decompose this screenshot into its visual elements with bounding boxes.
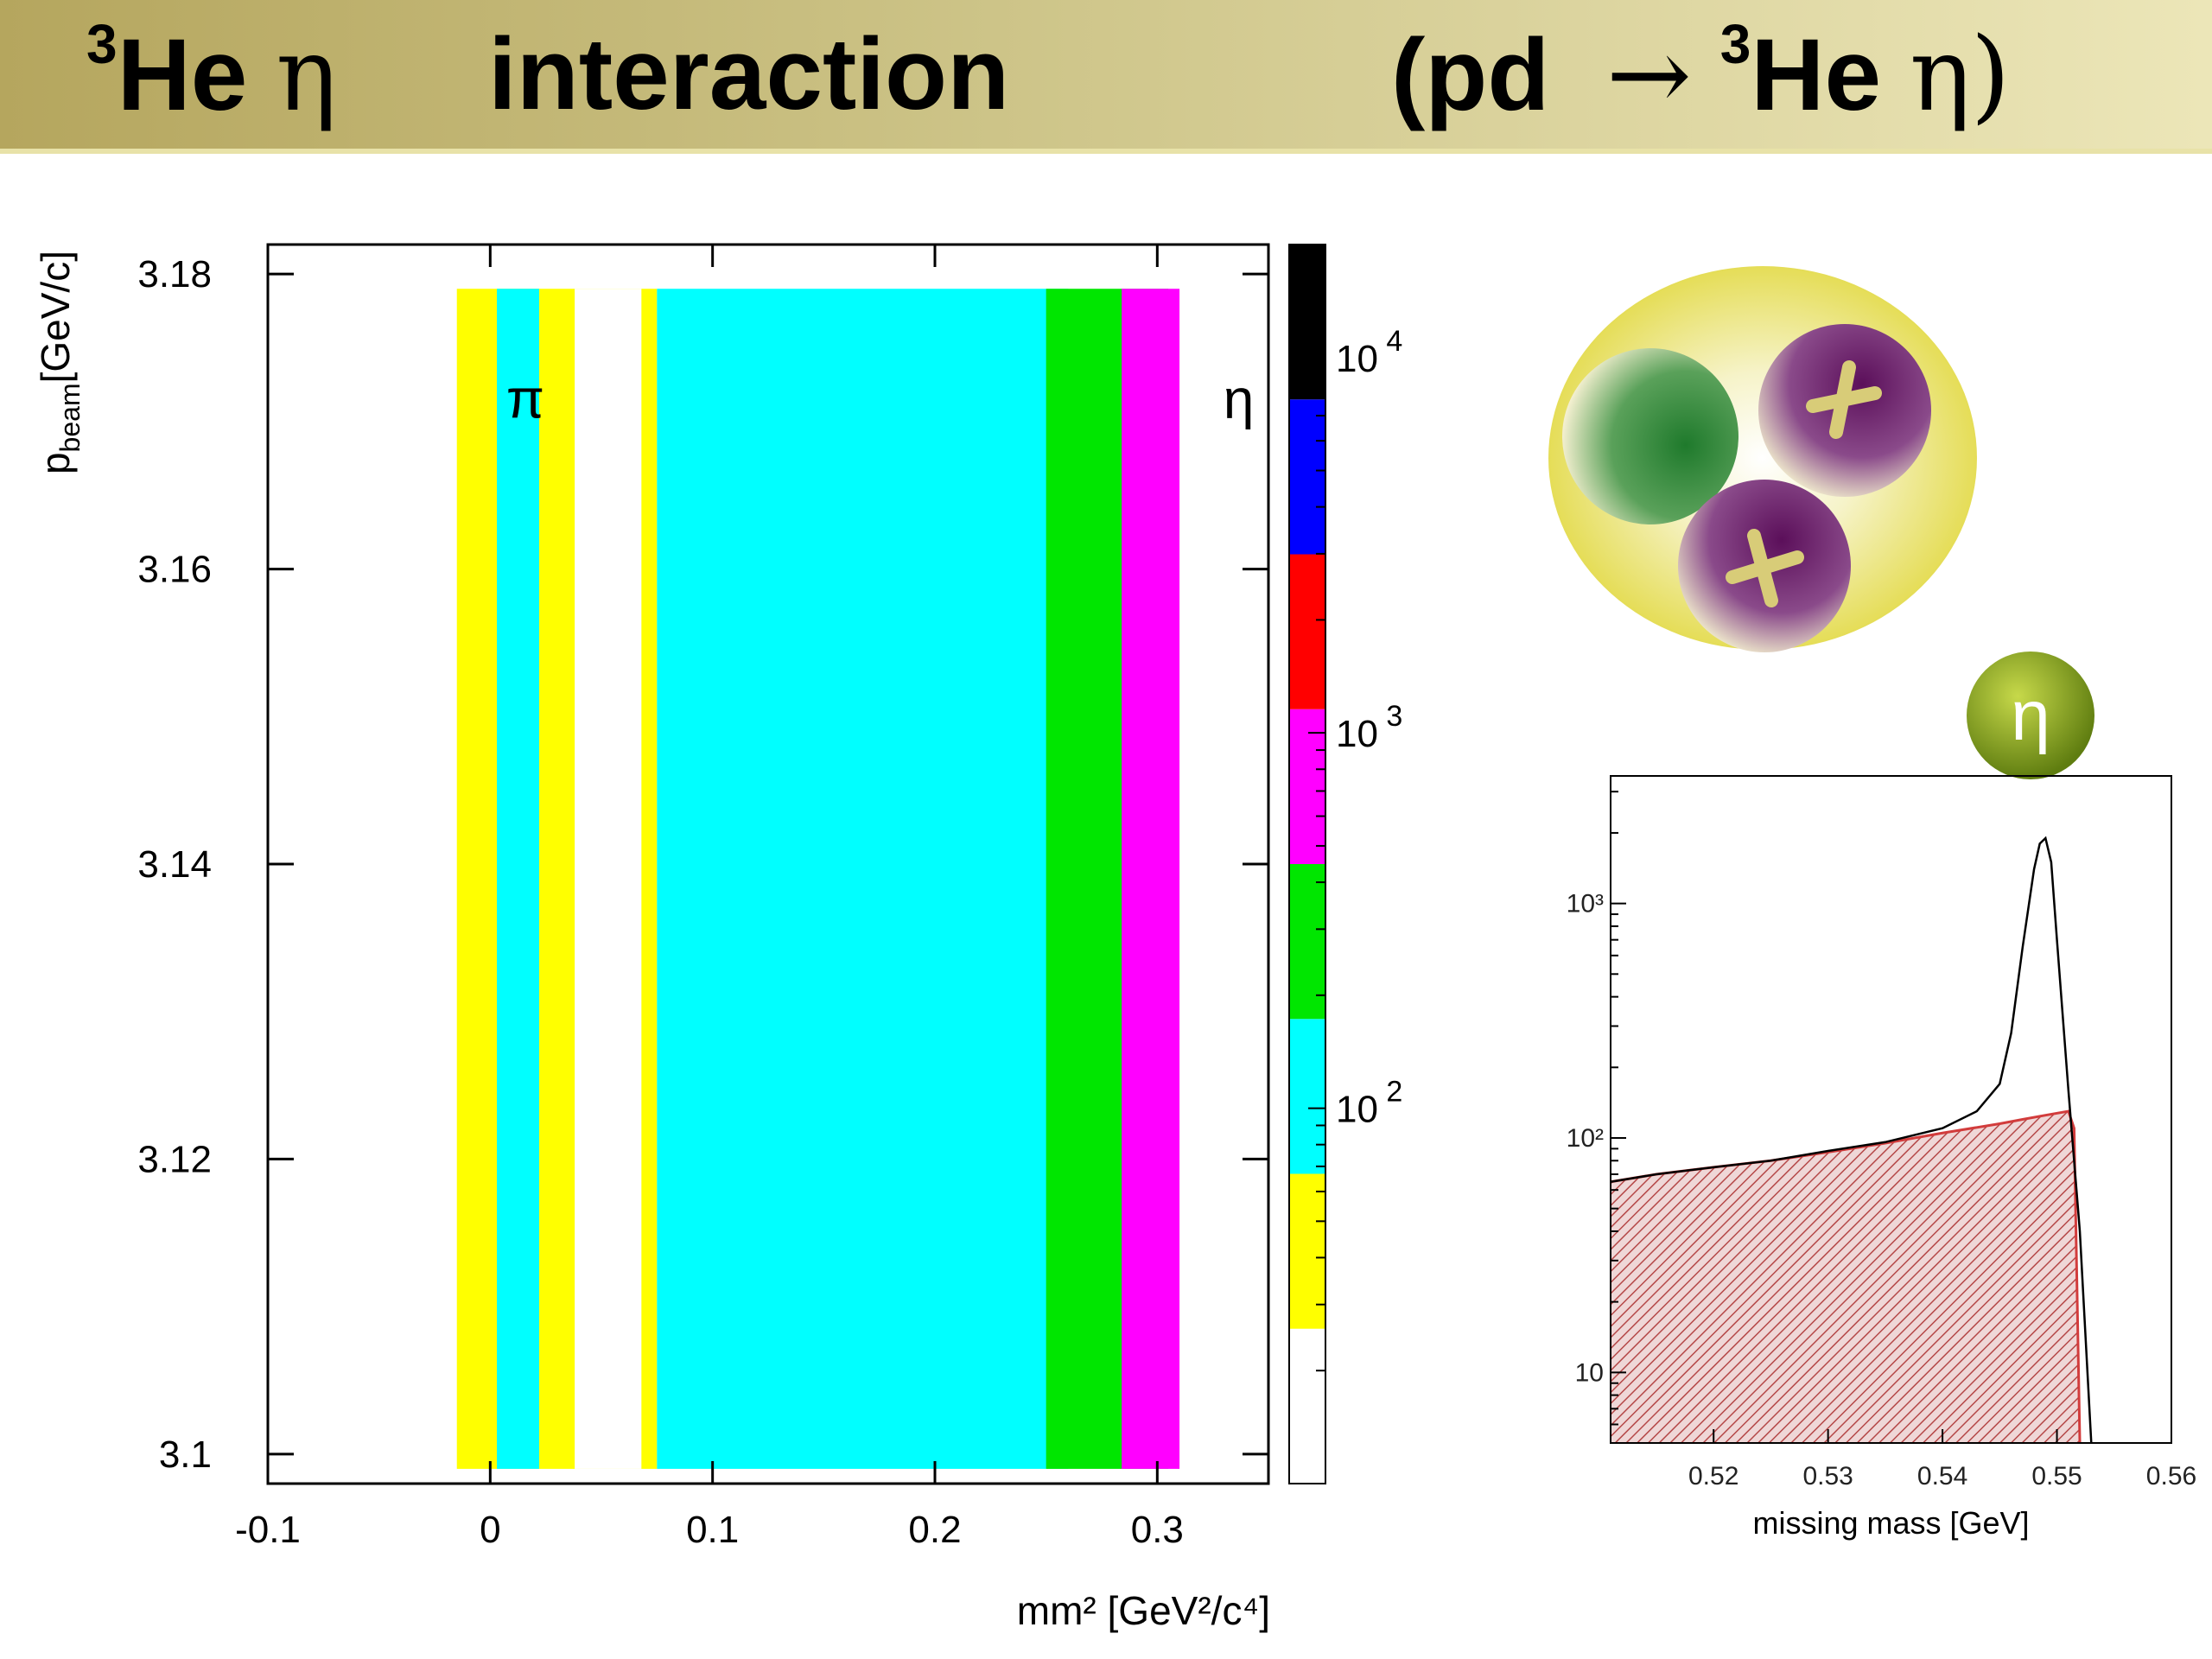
histogram-y-tick-label: 10 — [1575, 1358, 1604, 1387]
heatmap-chart: -0.1 0 0.1 0.2 0.3 3.1 3.12 3.14 3.16 3.18 π η 10… — [33, 243, 1402, 1633]
title-right-open: (pd — [1391, 18, 1550, 132]
colorbar-segment-blue — [1289, 399, 1325, 555]
histogram-x-tick-label: 0.53 — [1802, 1462, 1853, 1491]
colorbar: 10 2 10 3 10 4 — [1288, 244, 1402, 1484]
histogram-y-tick-label: 10² — [1567, 1124, 1604, 1153]
heatmap-band-cyan — [657, 289, 1069, 1469]
y-axis-label-tail: [GeV/c] — [33, 251, 78, 383]
histogram-content — [1610, 836, 2093, 1444]
histogram-x-tick-label: 0.56 — [2146, 1462, 2196, 1491]
y-axis-label-sub: beam — [54, 383, 86, 452]
y-axis-label: pbeam[GeV/c] — [33, 251, 86, 474]
eta-annotation: η — [1224, 368, 1255, 430]
nucleus-illustration — [1548, 266, 1977, 652]
title-right: (pd → 3He η) — [1391, 14, 2011, 132]
missing-mass-histogram: 0.52 0.53 0.54 0.55 0.56 10 10² 10³ missing mas… — [1567, 775, 2196, 1541]
colorbar-segment-white — [1289, 1328, 1325, 1484]
title-right-arrow: → — [1606, 15, 1692, 134]
y-axis-label-main: p — [33, 452, 78, 474]
x-tick-label: -0.1 — [235, 1509, 301, 1551]
histogram-frame — [1610, 775, 2172, 1444]
pi-annotation: π — [506, 368, 544, 430]
y-tick-label: 3.1 — [159, 1433, 212, 1476]
total-series-line — [1610, 836, 2093, 1444]
colorbar-tick-label: 10 4 — [1336, 325, 1402, 380]
colorbar-segment-red — [1289, 554, 1325, 709]
heatmap-band-cyan — [497, 289, 539, 1469]
y-tick-label: 3.12 — [137, 1138, 212, 1180]
plus-icon — [1806, 360, 1882, 439]
title-left-superscript: 3 — [86, 13, 118, 75]
heatmap-axes: -0.1 0 0.1 0.2 0.3 3.1 3.12 3.14 3.16 3.18 — [137, 245, 1268, 1551]
title-right-superscript: 3 — [1719, 13, 1751, 75]
histogram-y-tick-label: 10³ — [1567, 890, 1604, 918]
title-banner — [0, 0, 2212, 154]
x-tick-label: 0.3 — [1131, 1509, 1184, 1551]
heatmap-cells — [456, 289, 1180, 1469]
x-tick-label: 0 — [480, 1509, 500, 1551]
y-tick-label: 3.16 — [137, 549, 212, 591]
title-right-greek: η) — [1909, 15, 2011, 134]
histogram-axes: 0.52 0.53 0.54 0.55 0.56 10 10² 10³ — [1567, 791, 2196, 1491]
title-middle: interaction — [488, 17, 1010, 131]
colorbar-segment-green — [1289, 864, 1325, 1020]
x-tick-label: 0.2 — [908, 1509, 961, 1551]
title-left-greek: η — [276, 15, 337, 134]
plus-icon — [1726, 529, 1804, 607]
x-tick-label: 0.1 — [686, 1509, 739, 1551]
title-left: 3He η — [86, 14, 337, 132]
y-tick-label: 3.18 — [137, 253, 212, 296]
title-right-main: He — [1751, 18, 1882, 132]
heatmap-band-magenta — [1122, 289, 1180, 1469]
title-left-main: He — [117, 18, 248, 132]
colorbar-frame — [1288, 244, 1326, 1484]
histogram-x-tick-label: 0.54 — [1917, 1462, 1967, 1491]
background-fill — [1611, 1111, 2081, 1443]
histogram-x-tick-label: 0.55 — [2031, 1462, 2082, 1491]
eta-meson-icon: η — [1967, 652, 2094, 779]
eta-icon-label: η — [2011, 677, 2050, 755]
heatmap-band-white — [575, 289, 642, 1469]
colorbar-tick-label: 10 2 — [1336, 1076, 1402, 1131]
colorbar-segment-cyan — [1289, 1019, 1325, 1174]
colorbar-tick-label: 10 3 — [1336, 700, 1402, 755]
green-quark — [1562, 348, 1738, 524]
colorbar-segment-yellow — [1289, 1173, 1325, 1329]
colorbar-segment-magenta — [1289, 709, 1325, 864]
histogram-x-axis-label: missing mass [GeV] — [1752, 1505, 2029, 1541]
histogram-x-tick-label: 0.52 — [1688, 1462, 1738, 1491]
colorbar-segment-black — [1289, 245, 1325, 400]
y-tick-label: 3.14 — [137, 843, 212, 886]
x-axis-label: mm² [GeV²/c⁴] — [1017, 1588, 1270, 1633]
